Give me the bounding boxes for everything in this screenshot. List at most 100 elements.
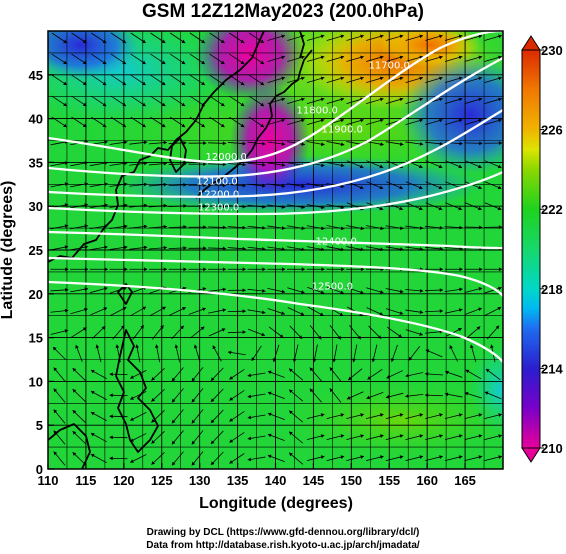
wind-arrowhead <box>379 311 384 316</box>
colorbar: 230 226 222 218 214 210 <box>521 35 563 463</box>
wind-arrowhead <box>490 344 494 349</box>
wind-arrowhead <box>498 434 502 438</box>
wind-arrowhead <box>439 141 443 146</box>
credits-dcl: Drawing by DCL (https://www.gfd-dennou.o… <box>146 527 420 538</box>
wind-arrowhead <box>222 308 226 313</box>
wind-arrowhead <box>289 389 293 394</box>
wind-arrowhead <box>300 290 305 294</box>
wind-arrowhead <box>171 377 176 382</box>
map-title: GSM 12Z12May2023 (200.0hPa) <box>142 1 424 22</box>
contour-label: 11900.0 <box>322 125 363 136</box>
y-tick-label: 25 <box>29 243 43 258</box>
wind-arrowhead <box>101 326 106 330</box>
wind-arrowhead <box>109 372 113 377</box>
wind-arrowhead <box>340 413 345 417</box>
coastlines <box>48 31 313 469</box>
wind-arrowhead <box>498 118 502 123</box>
wind-arrowhead <box>281 289 286 294</box>
wind-arrowhead <box>498 55 502 60</box>
wind-arrowhead <box>498 286 502 291</box>
x-axis: 110 115 120 125 130 135 140 145 150 155 160 165 <box>38 463 476 488</box>
wind-arrowhead <box>281 76 285 81</box>
wind-arrowhead <box>222 162 227 167</box>
wind-arrowhead <box>242 309 246 314</box>
wind-arrowhead <box>64 308 69 313</box>
wind-arrowhead <box>340 455 345 459</box>
wind-arrowhead <box>359 185 364 190</box>
wind-arrowhead <box>161 102 166 107</box>
wind-arrowhead <box>478 34 483 39</box>
x-tick-label: 155 <box>378 473 400 488</box>
wind-arrowhead <box>458 34 463 39</box>
contour-label: 12200.0 <box>198 189 239 200</box>
wind-arrowhead <box>281 34 285 39</box>
wind-arrowhead <box>405 394 409 398</box>
wind-arrowhead <box>281 311 285 315</box>
y-tick-label: 30 <box>29 199 43 214</box>
wind-arrowhead <box>142 306 147 311</box>
wind-arrowhead <box>340 290 344 295</box>
wind-arrowhead <box>72 368 77 372</box>
wind-arrowhead <box>300 312 305 316</box>
wind-arrowhead <box>90 454 95 458</box>
wind-arrowhead <box>240 81 245 86</box>
wind-arrowhead <box>267 454 272 459</box>
wind-arrowhead <box>161 81 166 86</box>
wind-arrowhead <box>478 164 482 169</box>
wind-arrowhead <box>161 123 166 128</box>
wind-arrowhead <box>399 206 403 211</box>
colorbar-body <box>521 49 541 449</box>
wind-arrowhead <box>53 430 58 435</box>
contour-label: 12500.0 <box>312 281 353 292</box>
wind-arrowhead <box>379 97 384 102</box>
wind-arrowhead <box>143 224 148 229</box>
wind-arrowhead <box>182 307 186 311</box>
wind-arrowhead <box>191 440 196 445</box>
wind-arrowhead <box>497 164 502 169</box>
contour-label: 11800.0 <box>297 105 338 116</box>
wind-arrowhead <box>151 419 156 423</box>
wind-arrowhead <box>399 55 404 60</box>
wind-arrowhead <box>109 435 113 440</box>
wind-arrowhead <box>90 369 95 374</box>
wind-arrowhead <box>458 308 463 312</box>
wind-arrowhead <box>261 310 266 315</box>
wind-arrowhead <box>104 267 108 272</box>
wind-arrowhead <box>498 97 502 102</box>
wind-arrowhead <box>398 334 402 338</box>
wind-arrowhead <box>478 413 483 417</box>
wind-arrowhead <box>340 76 345 81</box>
wind-arrowhead <box>498 34 502 39</box>
wind-arrowhead <box>247 394 252 399</box>
asia-coast <box>48 31 265 263</box>
wind-arrowhead <box>439 34 443 39</box>
wind-arrowhead <box>478 434 483 438</box>
wind-arrowhead <box>181 39 186 44</box>
wind-arrowhead <box>242 225 246 230</box>
wind-arrowhead <box>144 267 148 272</box>
y-axis: 0 5 10 15 20 25 30 35 40 45 <box>29 68 54 477</box>
wind-arrowhead <box>174 344 179 349</box>
wind-arrowhead <box>229 376 234 380</box>
wind-arrowhead <box>418 206 423 211</box>
wind-arrowhead <box>242 288 246 293</box>
wind-arrowhead <box>163 182 167 187</box>
contour-label: 12400.0 <box>315 237 356 248</box>
wind-arrowhead <box>281 55 285 60</box>
wind-arrowhead <box>102 102 107 107</box>
wind-arrowhead <box>247 373 252 378</box>
wind-arrowhead <box>458 455 463 459</box>
colorbar-tick-label: 226 <box>541 123 563 138</box>
contour-line <box>48 256 503 297</box>
wind-arrowhead <box>301 97 305 102</box>
wind-arrowhead <box>262 267 266 272</box>
x-axis-title: Longitude (degrees) <box>199 495 353 512</box>
wind-arrowhead <box>247 457 252 462</box>
wind-arrowhead <box>210 440 215 444</box>
x-tick-label: 145 <box>303 473 325 488</box>
wind-arrowhead <box>339 312 344 316</box>
wind-arrowhead <box>329 367 334 372</box>
wind-arrowhead <box>470 344 474 349</box>
wind-arrowhead <box>191 398 196 403</box>
contour-line <box>48 31 503 164</box>
